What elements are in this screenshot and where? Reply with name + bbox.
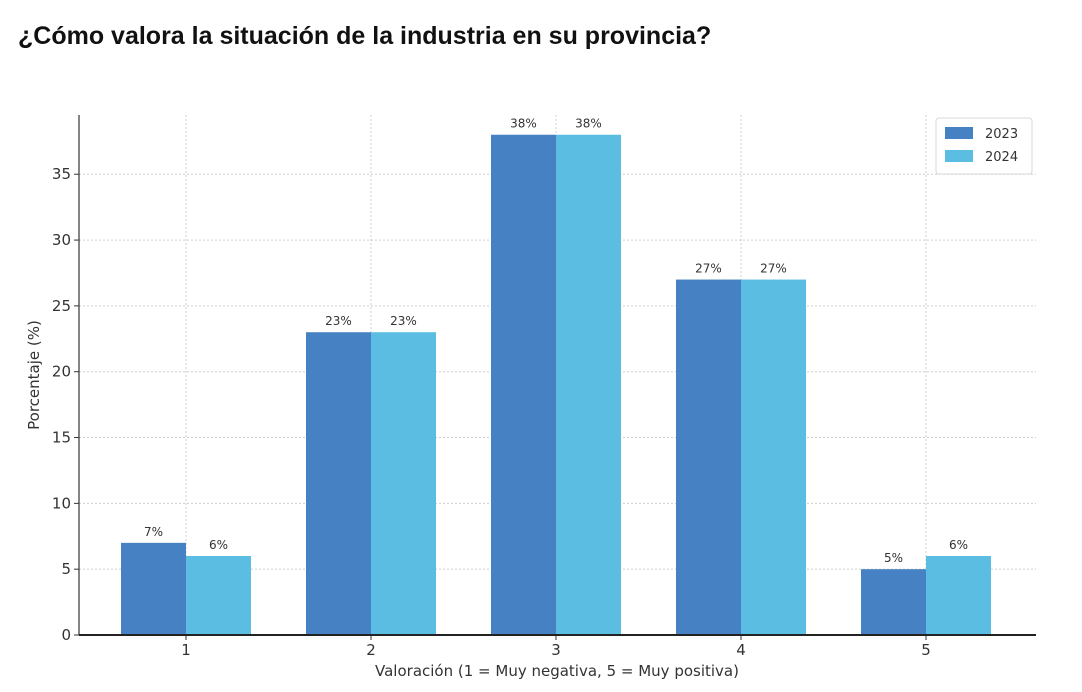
y-tick-label: 25 — [52, 297, 71, 315]
y-tick-label: 15 — [52, 429, 71, 447]
x-tick-label: 5 — [921, 641, 931, 659]
legend-swatch-2023 — [945, 127, 973, 139]
legend: 2023 2024 — [935, 117, 1033, 175]
legend-label-2024: 2024 — [985, 150, 1018, 165]
bar-2024-2 — [371, 332, 436, 635]
bar-2023-1 — [121, 542, 186, 635]
bar-label-2023-3: 38% — [510, 117, 537, 131]
bars — [121, 134, 991, 636]
x-axis-label: Valoración (1 = Muy negativa, 5 = Muy po… — [375, 662, 739, 680]
bar-label-2024-4: 27% — [760, 262, 787, 276]
y-tick-label: 0 — [61, 626, 71, 644]
bar-label-2024-2: 23% — [390, 314, 417, 328]
bar-label-2024-5: 6% — [949, 538, 968, 552]
x-tick-label: 3 — [551, 641, 561, 659]
y-axis-label: Porcentaje (%) — [25, 320, 43, 430]
bar-2023-5 — [861, 569, 926, 635]
y-tick-label: 5 — [61, 560, 71, 578]
bar-2024-5 — [926, 556, 991, 635]
bar-label-2023-4: 27% — [695, 262, 722, 276]
x-tick-label: 2 — [366, 641, 376, 659]
bar-2024-4 — [741, 279, 806, 635]
legend-label-2023: 2023 — [985, 127, 1018, 142]
bar-label-2024-1: 6% — [209, 538, 228, 552]
bar-2024-3 — [556, 134, 621, 636]
legend-swatch-2024 — [945, 150, 973, 162]
bar-label-2023-5: 5% — [884, 551, 903, 565]
axes: 0 5 10 15 20 25 30 35 1 2 3 4 5 — [52, 115, 1036, 659]
y-tick-label: 35 — [52, 165, 71, 183]
bar-label-2023-1: 7% — [144, 525, 163, 539]
page-title: ¿Cómo valora la situación de la industri… — [18, 22, 712, 50]
bar-label-2024-3: 38% — [575, 117, 602, 131]
bar-2023-2 — [306, 332, 371, 635]
x-tick-label: 4 — [736, 641, 746, 659]
y-tick-label: 30 — [52, 231, 71, 249]
bar-value-labels: 7% 23% 38% 27% 5% 6% 23% 38% 27% 6% — [144, 117, 968, 565]
bar-label-2023-2: 23% — [325, 314, 352, 328]
y-tick-label: 20 — [52, 363, 71, 381]
bar-2023-4 — [676, 279, 741, 635]
bar-2024-1 — [186, 556, 251, 635]
y-tick-label: 10 — [52, 494, 71, 512]
x-tick-label: 1 — [181, 641, 191, 659]
bar-2023-3 — [491, 134, 556, 636]
